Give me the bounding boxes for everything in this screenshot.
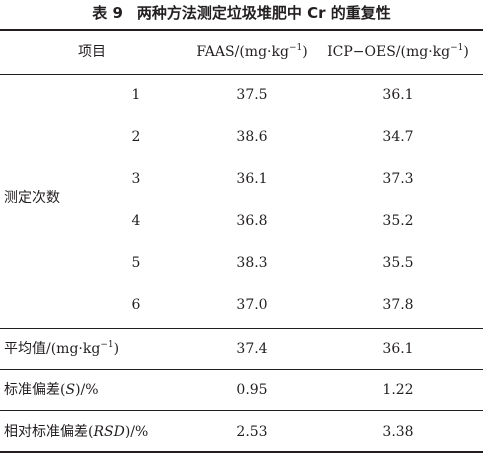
icp-value: 37.3 [382, 171, 414, 187]
icp-value: 34.7 [382, 129, 414, 145]
sd-faas: 0.95 [236, 382, 268, 398]
faas-value: 37.5 [236, 87, 268, 103]
sd-icp: 1.22 [382, 382, 414, 398]
icp-value: 36.1 [382, 87, 414, 103]
mean-label-prefix: 平均值/(mg·kg [4, 341, 101, 357]
row-number: 1 [131, 87, 141, 103]
row-number: 6 [131, 297, 141, 313]
icp-value: 35.5 [382, 255, 414, 271]
rsd-label-suffix: )/% [124, 424, 149, 440]
sd-label-prefix: 标准偏差( [4, 382, 66, 398]
faas-value: 38.6 [236, 129, 268, 145]
top-rule [0, 29, 483, 31]
row-rule [0, 410, 483, 411]
sd-symbol: S [65, 382, 76, 398]
header-item: 项目 [78, 44, 106, 60]
header-faas: FAAS/(mg·kg−1) [187, 42, 317, 62]
caption-text: 两种方法测定垃圾堆肥中 Cr 的重复性 [136, 4, 391, 22]
sd-label-suffix: )/% [75, 382, 99, 398]
rsd-faas: 2.53 [236, 424, 268, 440]
header-icp-sup: −1 [450, 43, 464, 53]
row-number: 4 [131, 213, 141, 229]
group-label: 测定次数 [4, 190, 60, 206]
header-icp-prefix: ICP−OES/(mg·kg [327, 44, 451, 60]
faas-value: 36.1 [236, 171, 268, 187]
rsd-label: 相对标准偏差(RSD)/% [4, 422, 148, 442]
header-faas-prefix: FAAS/(mg·kg [196, 44, 289, 60]
section-rule [0, 328, 483, 329]
row-rule [0, 369, 483, 370]
sd-label: 标准偏差(S)/% [4, 380, 99, 400]
icp-value: 37.8 [382, 297, 414, 313]
mean-label-suffix: ) [113, 341, 120, 357]
icp-value: 35.2 [382, 213, 414, 229]
header-faas-suffix: ) [302, 44, 308, 60]
mean-icp: 36.1 [382, 341, 414, 357]
header-faas-sup: −1 [288, 43, 303, 53]
mean-faas: 37.4 [236, 341, 268, 357]
row-number: 5 [131, 255, 141, 271]
row-number: 2 [131, 129, 141, 145]
header-rule [0, 74, 483, 75]
rsd-icp: 3.38 [382, 424, 414, 440]
faas-value: 36.8 [236, 213, 268, 229]
table-caption: 表 9 两种方法测定垃圾堆肥中 Cr 的重复性 [0, 2, 483, 24]
faas-value: 38.3 [236, 255, 268, 271]
faas-value: 37.0 [236, 297, 268, 313]
header-icp: ICP−OES/(mg·kg−1) [318, 42, 478, 62]
header-icp-suffix: ) [463, 44, 469, 60]
rsd-label-prefix: 相对标准偏差( [4, 424, 94, 440]
row-number: 3 [131, 171, 141, 187]
mean-label-sup: −1 [100, 340, 114, 350]
rsd-symbol: RSD [93, 424, 125, 440]
mean-label: 平均值/(mg·kg−1) [4, 339, 119, 359]
caption-label: 表 9 [92, 4, 123, 22]
bottom-rule [0, 451, 483, 453]
